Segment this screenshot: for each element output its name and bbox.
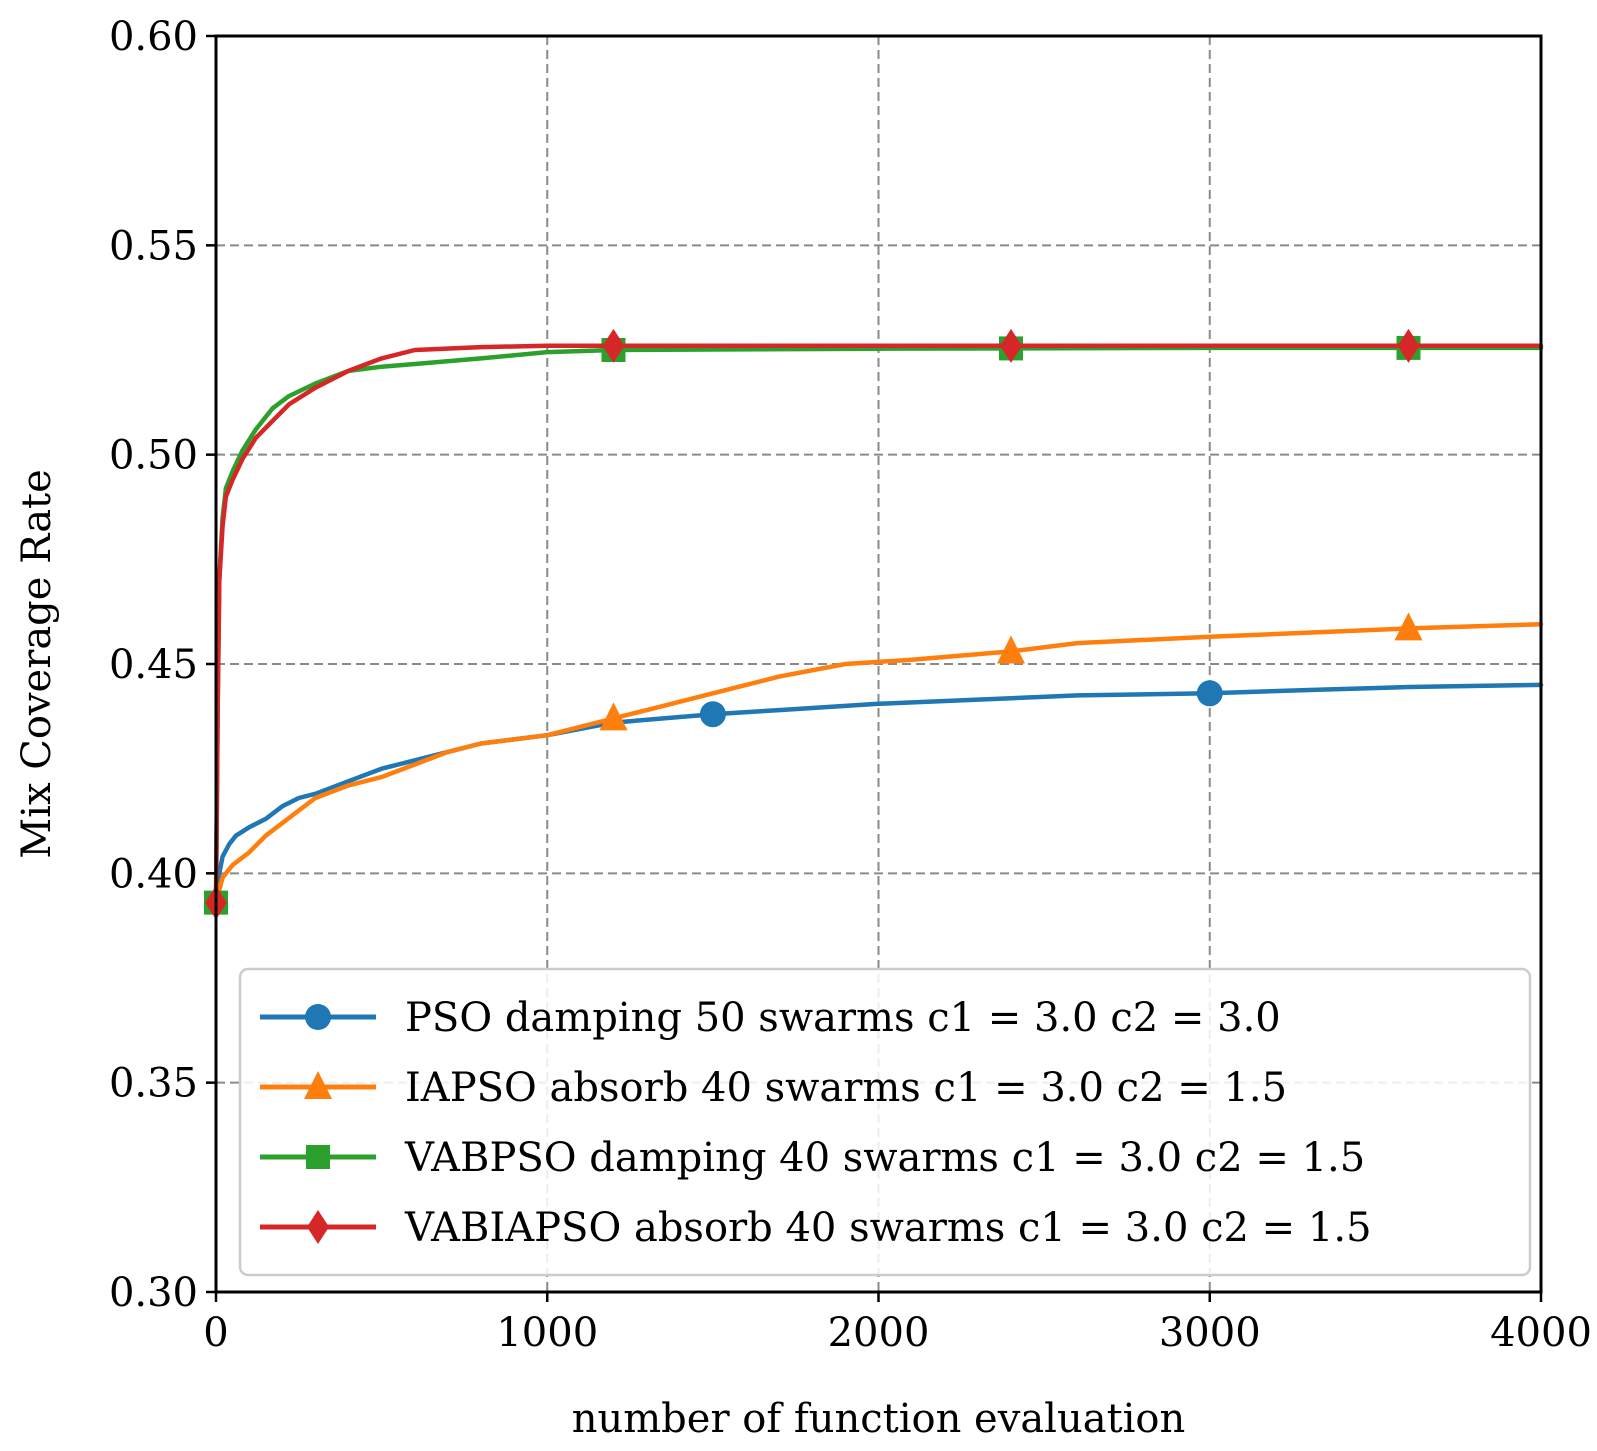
y-tick-label: 0.35 (109, 1061, 198, 1107)
x-tick-label: 2000 (828, 1310, 930, 1356)
y-axis-label: Mix Coverage Rate (14, 469, 60, 859)
ticks: 0 1000 2000 3000 4000 0.30 0.35 0.40 0.45 0.50 0.5… (109, 14, 1592, 1356)
y-tick-label: 0.45 (109, 642, 198, 688)
series-layer (204, 328, 1544, 920)
series-line-2 (213, 621, 1544, 905)
series-1-marker (1196, 680, 1223, 707)
y-tick-label: 0.50 (109, 433, 198, 479)
x-axis-label: number of function evaluation (572, 1396, 1186, 1442)
x-tick-label: 1000 (496, 1310, 598, 1356)
x-tick-label: 3000 (1159, 1310, 1261, 1356)
legend-label-2: IAPSO absorb 40 swarms c1 = 3.0 c2 = 1.5 (405, 1065, 1287, 1111)
series-2-marker (599, 702, 628, 731)
legend-label-1: PSO damping 50 swarms c1 = 3.0 c2 = 3.0 (405, 995, 1281, 1041)
legend-marker-1 (305, 1004, 331, 1030)
x-tick-label: 4000 (1490, 1310, 1592, 1356)
series-2-marker (1394, 612, 1423, 641)
y-tick-label: 0.60 (109, 14, 198, 60)
legend-marker-2 (304, 1071, 332, 1099)
series-4-marker (1397, 328, 1420, 363)
series-2-marker (997, 635, 1025, 664)
legend: PSO damping 50 swarms c1 = 3.0 c2 = 3.0 I… (238, 967, 1532, 1277)
legend-marker-3 (306, 1145, 330, 1169)
series-1-marker (699, 701, 726, 728)
series-line-4 (213, 343, 1544, 905)
legend-box (238, 967, 1532, 1277)
y-tick-label: 0.30 (109, 1270, 198, 1316)
legend-label-4: VABIAPSO absorb 40 swarms c1 = 3.0 c2 = … (404, 1205, 1372, 1251)
x-tick-label: 0 (203, 1310, 228, 1356)
y-tick-label: 0.55 (109, 223, 198, 269)
legend-label-3: VABPSO damping 40 swarms c1 = 3.0 c2 = 1… (404, 1135, 1365, 1181)
y-tick-label: 0.40 (109, 851, 198, 897)
legend-marker-4 (307, 1210, 329, 1244)
series-4-marker (602, 328, 625, 363)
series-4-marker (1000, 328, 1022, 363)
